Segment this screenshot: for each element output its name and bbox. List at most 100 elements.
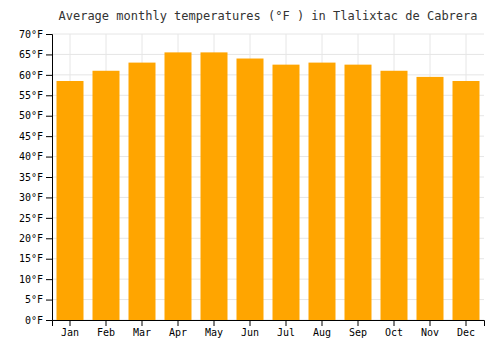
bar (309, 63, 336, 320)
y-tick-label: 60°F (19, 70, 43, 81)
plot: 0°F 5°F 10°F 15°F 20°F 25°F 30°F 35°F 40°F 45°F 50… (19, 29, 485, 338)
bar (93, 71, 120, 320)
x-tick-label: Jan (61, 327, 79, 338)
x-tick-mark (394, 320, 395, 326)
y-tick-mark (46, 320, 52, 321)
bar (345, 65, 372, 320)
y-tick-label: 40°F (19, 151, 43, 162)
x-tick-mark (286, 320, 287, 326)
y-tick-label: 30°F (19, 192, 43, 203)
y-tick-label: 25°F (19, 213, 43, 224)
y-tick-label: 45°F (19, 131, 43, 142)
x-tick-mark (142, 320, 143, 326)
y-tick: 5°F (25, 294, 52, 305)
x-tick: Jun (241, 320, 259, 338)
y-tick-label: 50°F (19, 110, 43, 121)
y-tick: 25°F (19, 213, 52, 224)
y-grid-line (52, 54, 484, 55)
y-tick: 55°F (19, 90, 52, 101)
y-tick-label: 20°F (19, 233, 43, 244)
y-tick: 35°F (19, 172, 52, 183)
x-tick-mark (178, 320, 179, 326)
bar (381, 71, 408, 320)
chart: 0°F 5°F 10°F 15°F 20°F 25°F 30°F 35°F 40°F 45°F 50… (0, 0, 500, 350)
x-tick-mark (322, 320, 323, 326)
y-tick: 60°F (19, 70, 52, 81)
x-tick-label: Nov (421, 327, 439, 338)
y-tick-label: 5°F (25, 294, 43, 305)
y-tick: 15°F (19, 253, 52, 264)
x-tick-label: Mar (133, 327, 151, 338)
y-tick-label: 65°F (19, 49, 43, 60)
x-tick-label: Feb (97, 327, 115, 338)
y-tick: 20°F (19, 233, 52, 244)
y-tick-mark (46, 238, 52, 239)
x-tick-mark (430, 320, 431, 326)
bar (453, 81, 480, 320)
x-tick: Apr (169, 320, 187, 338)
x-tick: Sep (349, 320, 367, 338)
y-tick-mark (46, 197, 52, 198)
x-tick-mark (358, 320, 359, 326)
x-tick: May (205, 320, 223, 338)
x-tick-mark (214, 320, 215, 326)
y-tick: 0°F (25, 315, 52, 326)
x-tick-label: Jun (241, 327, 259, 338)
grid (52, 34, 484, 320)
bar (57, 81, 84, 320)
y-tick: 40°F (19, 151, 52, 162)
bar (417, 77, 444, 320)
x-tick-label: Sep (349, 327, 367, 338)
x-tick: Jan (61, 320, 79, 338)
y-tick: 45°F (19, 131, 52, 142)
y-tick-mark (46, 116, 52, 117)
y-tick-mark (46, 259, 52, 260)
x-tick-label: Apr (169, 327, 187, 338)
y-tick-mark (46, 34, 52, 35)
y-tick-mark (46, 300, 52, 301)
bar (129, 63, 156, 320)
bar (201, 52, 228, 320)
y-tick-mark (46, 136, 52, 137)
bar (273, 65, 300, 320)
x-tick: Aug (313, 320, 331, 338)
x-tick: Mar (133, 320, 151, 338)
x-tick-mark (70, 320, 71, 326)
x-tick-label: Dec (457, 327, 475, 338)
y-grid-line (52, 34, 484, 35)
x-axis: Jan Feb Mar Apr May Jun Jul Aug Sep Oct Nov Dec (53, 320, 485, 338)
y-tick-label: 15°F (19, 253, 43, 264)
x-tick: Oct (385, 320, 403, 338)
y-tick-label: 0°F (25, 315, 43, 326)
y-tick-mark (46, 177, 52, 178)
x-tick-label: Jul (277, 327, 295, 338)
y-tick-mark (46, 75, 52, 76)
y-tick-mark (46, 279, 52, 280)
x-tick-label: May (205, 327, 223, 338)
y-tick-mark (46, 54, 52, 55)
x-tick-label: Aug (313, 327, 331, 338)
y-axis: 0°F 5°F 10°F 15°F 20°F 25°F 30°F 35°F 40°F 45°F 50… (19, 29, 53, 326)
y-tick-label: 70°F (19, 29, 43, 40)
y-tick: 50°F (19, 110, 52, 121)
x-tick-label: Oct (385, 327, 403, 338)
y-tick-mark (46, 218, 52, 219)
y-tick-label: 10°F (19, 274, 43, 285)
y-tick-mark (46, 95, 52, 96)
y-tick: 65°F (19, 49, 52, 60)
y-tick-label: 55°F (19, 90, 43, 101)
x-tick: Feb (97, 320, 115, 338)
x-tick-mark (250, 320, 251, 326)
x-tick-mark (466, 320, 467, 326)
y-tick: 10°F (19, 274, 52, 285)
y-axis-line (46, 35, 53, 321)
x-tick: Jul (277, 320, 295, 338)
x-axis-line (53, 321, 485, 327)
bars (57, 52, 480, 320)
x-tick: Nov (421, 320, 439, 338)
y-tick-mark (46, 157, 52, 158)
y-tick: 70°F (19, 29, 52, 40)
y-tick: 30°F (19, 192, 52, 203)
y-tick-label: 35°F (19, 172, 43, 183)
x-tick: Dec (457, 320, 475, 338)
